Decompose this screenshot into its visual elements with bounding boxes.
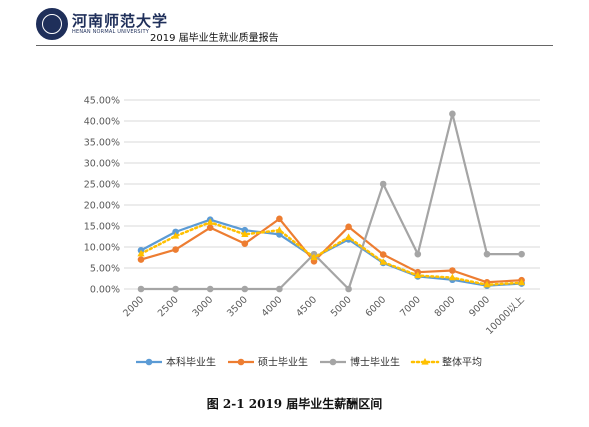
data-point — [276, 285, 283, 293]
x-tick-label: 6000 — [363, 294, 388, 319]
x-tick-label: 9000 — [467, 294, 492, 319]
data-point — [483, 250, 491, 258]
x-tick-label: 4000 — [260, 294, 285, 319]
x-tick-label: 3500 — [225, 294, 250, 319]
series-line — [141, 112, 522, 291]
report-header: 河南师范大学 HENAN NORMAL UNIVERSITY 2019 届毕业生… — [0, 0, 589, 46]
data-point — [206, 224, 214, 231]
x-tick-label: 7000 — [398, 294, 423, 319]
y-tick-label: 40.00% — [84, 117, 120, 128]
data-point — [206, 218, 214, 225]
data-point — [241, 226, 249, 234]
data-point — [345, 233, 353, 240]
data-point — [345, 285, 352, 293]
x-tick-label: 2500 — [156, 294, 181, 319]
legend-marker — [237, 358, 245, 366]
y-tick-label: 25.00% — [84, 180, 120, 191]
data-point — [276, 215, 283, 223]
x-tick-label: 5000 — [329, 294, 354, 319]
y-tick-label: 35.00% — [84, 138, 120, 149]
university-logo: 河南师范大学 HENAN NORMAL UNIVERSITY — [36, 8, 167, 40]
data-point — [137, 256, 145, 263]
legend-marker — [145, 358, 153, 366]
data-point — [483, 280, 491, 288]
data-point — [449, 110, 456, 118]
legend-label: 本科毕业生 — [166, 356, 216, 369]
data-point — [414, 250, 422, 258]
data-point — [137, 249, 145, 257]
legend-label: 硕士毕业生 — [258, 356, 308, 369]
data-point — [275, 226, 283, 233]
y-axis: 0.00% 5.00% 10.00% 15.00% 20.00% 25.00% 30.00%… — [84, 96, 120, 296]
x-tick-label: 4500 — [294, 294, 319, 319]
legend-label: 博士毕业生 — [350, 356, 400, 369]
data-point — [137, 285, 145, 293]
report-title: 2019 届毕业生就业质量报告 — [150, 33, 279, 44]
data-point — [241, 240, 249, 247]
chart-series — [137, 110, 526, 293]
y-tick-label: 15.00% — [84, 222, 120, 233]
x-tick-label: 10000以上 — [484, 294, 527, 337]
y-tick-label: 20.00% — [84, 201, 120, 212]
logo-english-name: HENAN NORMAL UNIVERSITY — [72, 29, 149, 35]
chart-gridlines — [124, 99, 540, 290]
y-tick-label: 10.00% — [84, 243, 120, 254]
data-point — [449, 267, 456, 274]
header-divider — [36, 45, 553, 46]
university-seal-icon — [36, 8, 68, 40]
data-point — [448, 273, 456, 281]
data-point — [518, 250, 525, 258]
y-tick-label: 5.00% — [90, 264, 120, 275]
series-line — [139, 220, 523, 287]
y-tick-label: 45.00% — [84, 96, 120, 107]
series-line — [140, 217, 522, 284]
x-tick-label: 2000 — [121, 294, 146, 319]
data-point — [172, 232, 180, 239]
chart-legend: 本科毕业生 硕士毕业生 博士毕业生 整体平均 — [136, 356, 482, 369]
figure-caption: 图 2-1 2019 届毕业生薪酬区间 — [206, 397, 383, 411]
data-point — [172, 285, 179, 293]
data-point — [345, 223, 352, 231]
x-axis: 2000 2500 3000 3500 4000 4500 5000 6000 7000 8000… — [121, 294, 527, 337]
data-point — [414, 271, 422, 279]
data-point — [172, 228, 179, 236]
y-tick-label: 0.00% — [90, 285, 120, 296]
legend-marker — [329, 358, 337, 366]
data-point — [241, 230, 249, 237]
x-tick-label: 8000 — [433, 294, 458, 319]
x-tick-label: 3000 — [190, 294, 215, 319]
data-point — [310, 253, 318, 261]
data-point — [206, 285, 214, 293]
data-point — [379, 251, 387, 258]
legend-marker — [421, 358, 429, 365]
data-point — [379, 180, 387, 188]
salary-line-chart: 0.00% 5.00% 10.00% 15.00% 20.00% 25.00% 30.00%… — [84, 96, 540, 369]
data-point — [172, 246, 179, 253]
legend-label: 整体平均 — [442, 356, 482, 369]
y-tick-label: 30.00% — [84, 159, 120, 170]
data-point — [241, 285, 249, 293]
data-point — [379, 258, 387, 265]
data-point — [518, 278, 526, 286]
logo-chinese-name: 河南师范大学 — [72, 12, 169, 30]
